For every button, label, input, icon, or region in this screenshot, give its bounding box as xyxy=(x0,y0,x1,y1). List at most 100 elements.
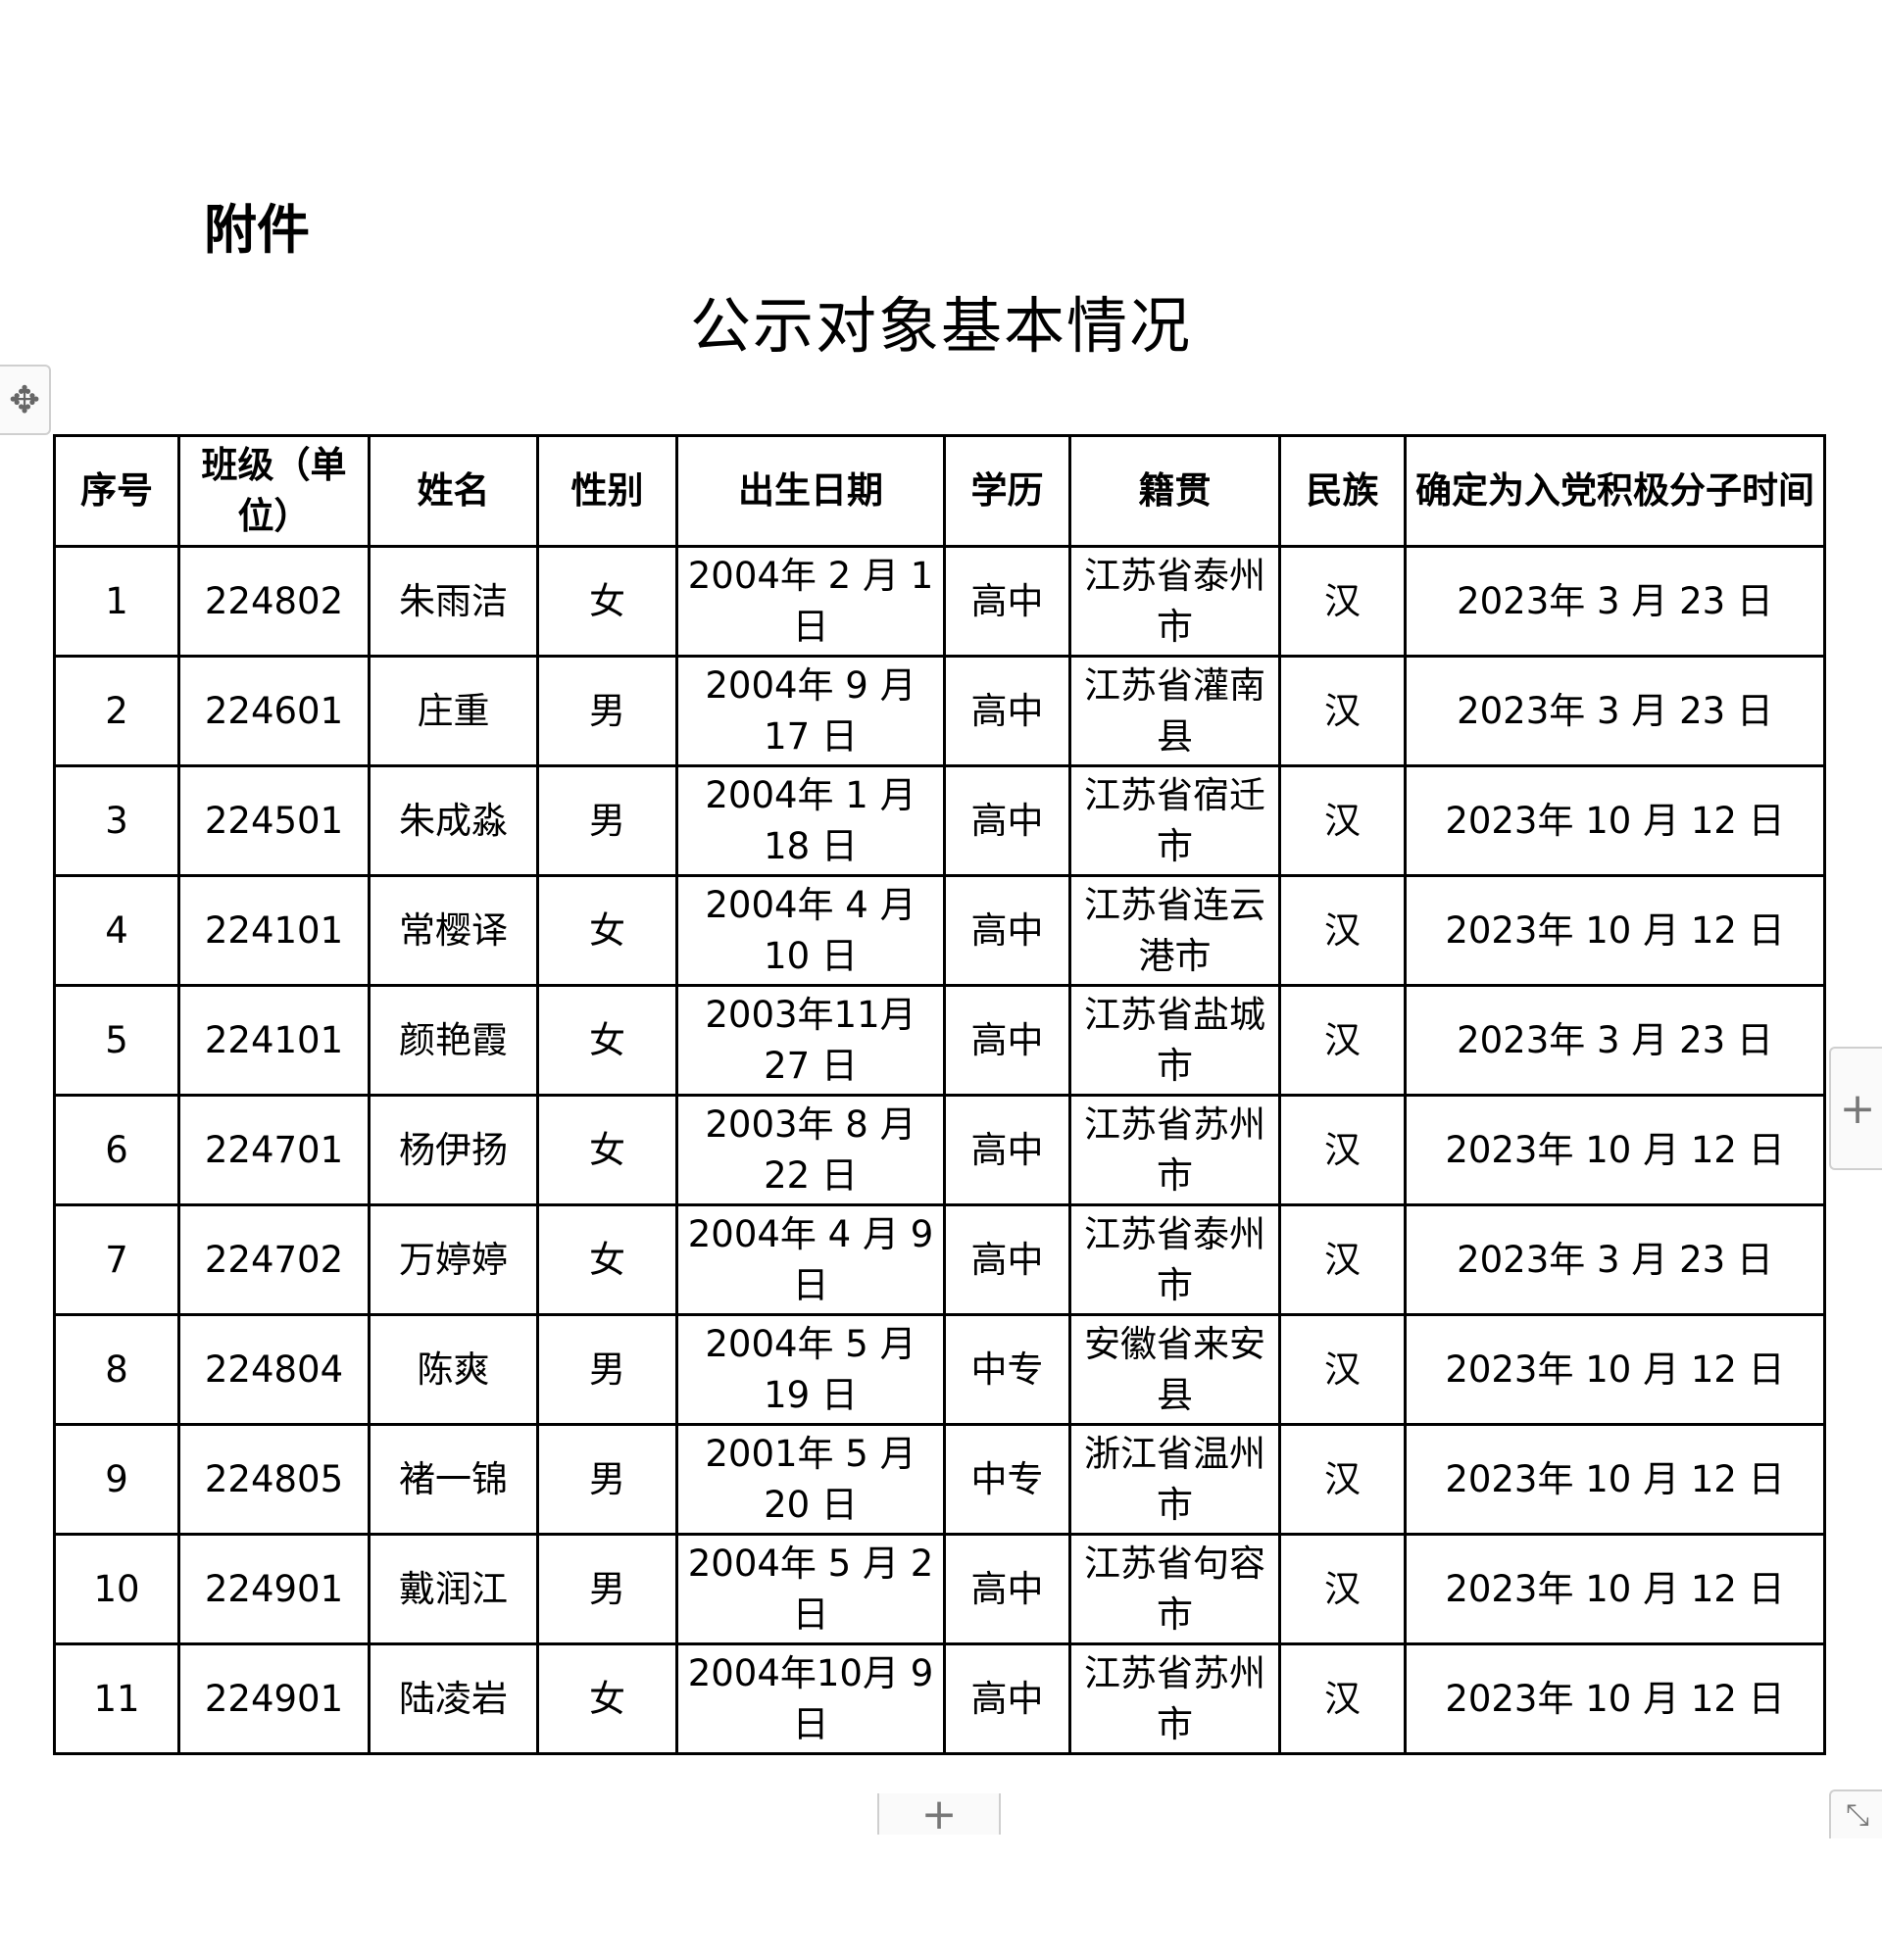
table-cell[interactable]: 江苏省宿迁市 xyxy=(1068,764,1281,877)
table-cell[interactable]: 汉 xyxy=(1278,1094,1407,1206)
table-cell[interactable]: 高中 xyxy=(943,874,1071,987)
table-cell[interactable]: 2004年10月 9 日 xyxy=(675,1642,946,1755)
table-cell[interactable]: 江苏省苏州市 xyxy=(1068,1094,1281,1206)
table-cell[interactable]: 江苏省泰州市 xyxy=(1068,545,1281,658)
table-cell[interactable]: 汉 xyxy=(1278,1313,1407,1426)
table-cell[interactable]: 汉 xyxy=(1278,874,1407,987)
table-cell[interactable]: 中专 xyxy=(943,1423,1071,1536)
table-cell[interactable]: 2004年 2 月 1 日 xyxy=(675,545,946,658)
table-cell[interactable]: 江苏省灌南县 xyxy=(1068,655,1281,767)
table-cell[interactable]: 江苏省句容市 xyxy=(1068,1533,1281,1645)
table-cell[interactable]: 高中 xyxy=(943,764,1071,877)
table-cell[interactable]: 汉 xyxy=(1278,984,1407,1097)
table-cell[interactable]: 戴润江 xyxy=(368,1533,539,1645)
table-cell[interactable]: 2004年 9 月 17 日 xyxy=(675,655,946,767)
table-cell[interactable]: 2023年 10 月 12 日 xyxy=(1404,764,1826,877)
table-cell[interactable]: 江苏省泰州市 xyxy=(1068,1203,1281,1316)
table-cell[interactable]: 2023年 10 月 12 日 xyxy=(1404,1423,1826,1536)
table-cell[interactable]: 江苏省苏州市 xyxy=(1068,1642,1281,1755)
table-cell[interactable]: 224601 xyxy=(177,655,371,767)
table-cell[interactable]: 224805 xyxy=(177,1423,371,1536)
table-cell[interactable]: 女 xyxy=(536,1203,678,1316)
table-cell[interactable]: 常樱译 xyxy=(368,874,539,987)
table-resize-handle[interactable]: ⤡ xyxy=(1829,1789,1882,1838)
table-cell[interactable]: 2 xyxy=(53,655,180,767)
table-cell[interactable]: 224501 xyxy=(177,764,371,877)
add-column-button[interactable]: + xyxy=(1829,1047,1882,1170)
table-cell[interactable]: 2004年 4 月 10 日 xyxy=(675,874,946,987)
table-cell[interactable]: 2004年 4 月 9 日 xyxy=(675,1203,946,1316)
table-cell[interactable]: 汉 xyxy=(1278,545,1407,658)
add-row-button[interactable]: + xyxy=(877,1789,1001,1839)
table-cell[interactable]: 6 xyxy=(53,1094,180,1206)
table-cell[interactable]: 224701 xyxy=(177,1094,371,1206)
table-move-handle[interactable]: ✥ xyxy=(0,365,51,435)
table-cell[interactable]: 男 xyxy=(536,1313,678,1426)
table-cell[interactable]: 中专 xyxy=(943,1313,1071,1426)
table-cell[interactable]: 11 xyxy=(53,1642,180,1755)
table-cell[interactable]: 10 xyxy=(53,1533,180,1645)
table-cell[interactable]: 2023年 3 月 23 日 xyxy=(1404,984,1826,1097)
table-cell[interactable]: 2023年 3 月 23 日 xyxy=(1404,545,1826,658)
table-cell[interactable]: 女 xyxy=(536,984,678,1097)
table-cell[interactable]: 江苏省连云港市 xyxy=(1068,874,1281,987)
table-cell[interactable]: 2023年 10 月 12 日 xyxy=(1404,1533,1826,1645)
table-cell[interactable]: 224101 xyxy=(177,874,371,987)
table-cell[interactable]: 褚一锦 xyxy=(368,1423,539,1536)
table-cell[interactable]: 9 xyxy=(53,1423,180,1536)
table-cell[interactable]: 男 xyxy=(536,764,678,877)
table-cell[interactable]: 汉 xyxy=(1278,1642,1407,1755)
table-cell[interactable]: 汉 xyxy=(1278,1533,1407,1645)
table-cell[interactable]: 2023年 10 月 12 日 xyxy=(1404,874,1826,987)
table-cell[interactable]: 女 xyxy=(536,545,678,658)
table-cell[interactable]: 2023年 10 月 12 日 xyxy=(1404,1094,1826,1206)
table-cell[interactable]: 2003年 8 月 22 日 xyxy=(675,1094,946,1206)
table-cell[interactable]: 224804 xyxy=(177,1313,371,1426)
table-cell[interactable]: 2004年 5 月 19 日 xyxy=(675,1313,946,1426)
table-cell[interactable]: 万婷婷 xyxy=(368,1203,539,1316)
table-cell[interactable]: 高中 xyxy=(943,1094,1071,1206)
table-cell[interactable]: 2004年 1 月 18 日 xyxy=(675,764,946,877)
table-cell[interactable]: 颜艳霞 xyxy=(368,984,539,1097)
table-cell[interactable]: 汉 xyxy=(1278,764,1407,877)
table-cell[interactable]: 朱成淼 xyxy=(368,764,539,877)
table-cell[interactable]: 朱雨洁 xyxy=(368,545,539,658)
table-cell[interactable]: 男 xyxy=(536,655,678,767)
table-cell[interactable]: 高中 xyxy=(943,655,1071,767)
table-cell[interactable]: 高中 xyxy=(943,1642,1071,1755)
table-cell[interactable]: 1 xyxy=(53,545,180,658)
table-cell[interactable]: 浙江省温州市 xyxy=(1068,1423,1281,1536)
table-cell[interactable]: 庄重 xyxy=(368,655,539,767)
table-cell[interactable]: 高中 xyxy=(943,1203,1071,1316)
table-cell[interactable]: 汉 xyxy=(1278,1203,1407,1316)
table-cell[interactable]: 2023年 10 月 12 日 xyxy=(1404,1642,1826,1755)
table-cell[interactable]: 224901 xyxy=(177,1642,371,1755)
table-cell[interactable]: 高中 xyxy=(943,984,1071,1097)
table-cell[interactable]: 陈爽 xyxy=(368,1313,539,1426)
table-cell[interactable]: 男 xyxy=(536,1423,678,1536)
table-cell[interactable]: 安徽省来安县 xyxy=(1068,1313,1281,1426)
table-cell[interactable]: 7 xyxy=(53,1203,180,1316)
table-cell[interactable]: 高中 xyxy=(943,545,1071,658)
table-cell[interactable]: 224101 xyxy=(177,984,371,1097)
table-cell[interactable]: 2023年 10 月 12 日 xyxy=(1404,1313,1826,1426)
table-cell[interactable]: 224802 xyxy=(177,545,371,658)
table-cell[interactable]: 女 xyxy=(536,1642,678,1755)
table-cell[interactable]: 汉 xyxy=(1278,1423,1407,1536)
table-cell[interactable]: 2004年 5 月 2 日 xyxy=(675,1533,946,1645)
table-cell[interactable]: 224702 xyxy=(177,1203,371,1316)
table-cell[interactable]: 5 xyxy=(53,984,180,1097)
table-cell[interactable]: 2023年 3 月 23 日 xyxy=(1404,1203,1826,1316)
table-cell[interactable]: 224901 xyxy=(177,1533,371,1645)
table-cell[interactable]: 2003年11月 27 日 xyxy=(675,984,946,1097)
table-cell[interactable]: 男 xyxy=(536,1533,678,1645)
table-cell[interactable]: 杨伊扬 xyxy=(368,1094,539,1206)
table-cell[interactable]: 陆凌岩 xyxy=(368,1642,539,1755)
table-cell[interactable]: 汉 xyxy=(1278,655,1407,767)
table-cell[interactable]: 女 xyxy=(536,1094,678,1206)
table-cell[interactable]: 女 xyxy=(536,874,678,987)
table-cell[interactable]: 2001年 5 月 20 日 xyxy=(675,1423,946,1536)
table-cell[interactable]: 2023年 3 月 23 日 xyxy=(1404,655,1826,767)
table-cell[interactable]: 高中 xyxy=(943,1533,1071,1645)
table-cell[interactable]: 3 xyxy=(53,764,180,877)
